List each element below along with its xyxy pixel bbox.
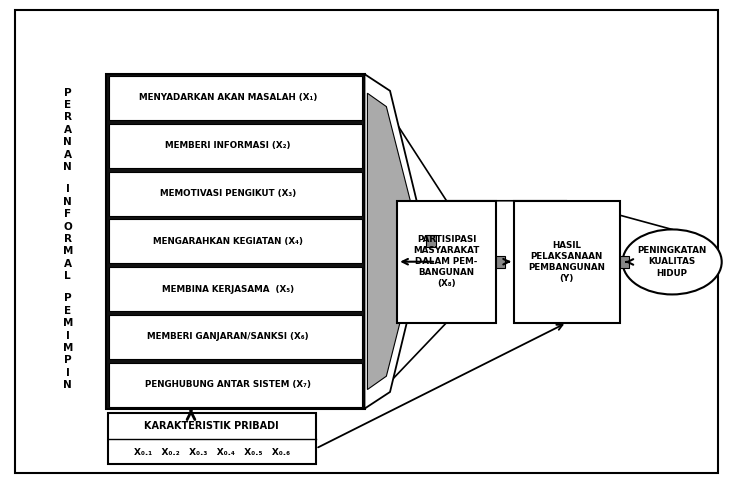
Bar — [109, 267, 362, 311]
Bar — [426, 236, 436, 248]
Text: MENYADARKAN AKAN MASALAH (X₁): MENYADARKAN AKAN MASALAH (X₁) — [139, 94, 317, 102]
Text: P: P — [64, 293, 71, 304]
Text: I: I — [66, 185, 70, 195]
Bar — [109, 219, 362, 263]
Text: N: N — [63, 380, 72, 390]
Text: R: R — [64, 112, 71, 122]
Text: E: E — [64, 100, 71, 110]
Text: N: N — [63, 137, 72, 147]
Text: MENGARAHKAN KEGIATAN (X₄): MENGARAHKAN KEGIATAN (X₄) — [153, 237, 303, 246]
Text: MEMBINA KERJASAMA  (X₅): MEMBINA KERJASAMA (X₅) — [162, 285, 294, 293]
Text: P: P — [64, 87, 71, 98]
Bar — [109, 172, 362, 216]
Text: O: O — [63, 221, 72, 231]
Text: P: P — [64, 355, 71, 365]
Text: M: M — [63, 343, 73, 353]
Text: A: A — [64, 150, 71, 160]
Text: PENINGKATAN
KUALITAS
HIDUP: PENINGKATAN KUALITAS HIDUP — [638, 246, 706, 278]
Polygon shape — [367, 93, 421, 390]
Bar — [496, 256, 505, 268]
Text: I: I — [66, 331, 70, 340]
Text: MEMBERI GANJARAN/SANKSI (X₆): MEMBERI GANJARAN/SANKSI (X₆) — [147, 333, 308, 341]
Bar — [106, 74, 364, 409]
Text: KARAKTERISTIK PRIBADI: KARAKTERISTIK PRIBADI — [144, 421, 279, 431]
Text: A: A — [64, 125, 71, 135]
Text: M: M — [63, 246, 73, 256]
Text: PARTISIPASI
MASYARAKAT
DALAM PEM-
BANGUNAN
(X₈): PARTISIPASI MASYARAKAT DALAM PEM- BANGUN… — [413, 235, 480, 288]
Text: PENGHUBUNG ANTAR SISTEM (X₇): PENGHUBUNG ANTAR SISTEM (X₇) — [145, 380, 311, 389]
Circle shape — [623, 229, 722, 294]
Bar — [108, 413, 316, 464]
Bar — [109, 363, 362, 407]
Text: M: M — [63, 318, 73, 328]
Text: A: A — [64, 259, 71, 269]
Bar — [514, 201, 620, 323]
Bar — [109, 76, 362, 120]
Text: E: E — [64, 306, 71, 316]
Bar — [109, 124, 362, 168]
Polygon shape — [364, 74, 426, 409]
Text: F: F — [64, 209, 71, 219]
Text: HASIL
PELAKSANAAN
PEMBANGUNAN
(Y): HASIL PELAKSANAAN PEMBANGUNAN (Y) — [529, 240, 605, 283]
Text: MEMOTIVASI PENGIKUT (X₃): MEMOTIVASI PENGIKUT (X₃) — [160, 189, 296, 198]
Text: R: R — [64, 234, 71, 244]
Bar — [397, 201, 496, 323]
Bar — [109, 315, 362, 359]
Text: N: N — [63, 197, 72, 206]
Text: N: N — [63, 162, 72, 172]
Text: MEMBERI INFORMASI (X₂): MEMBERI INFORMASI (X₂) — [165, 141, 291, 150]
Text: X₀.₁   X₀.₂   X₀.₃   X₀.₄   X₀.₅   X₀.₆: X₀.₁ X₀.₂ X₀.₃ X₀.₄ X₀.₅ X₀.₆ — [133, 447, 290, 456]
Bar — [620, 256, 629, 268]
Text: I: I — [66, 368, 70, 378]
Text: L: L — [64, 271, 71, 281]
